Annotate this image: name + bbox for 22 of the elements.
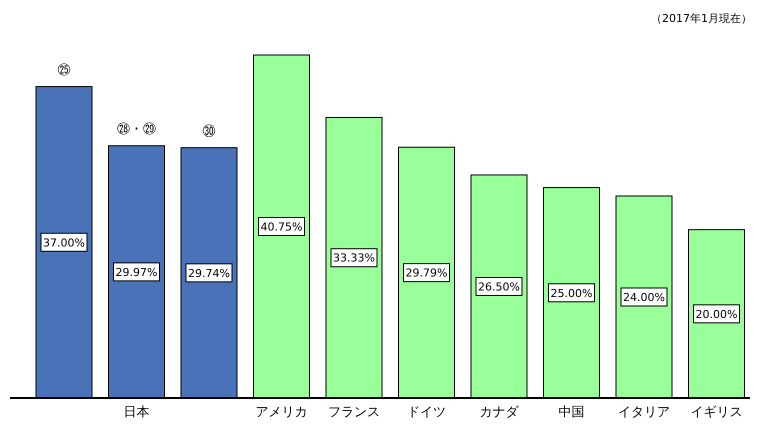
annotation: ㉘・㉙ (117, 122, 156, 138)
x-tick-label: 日本 (124, 405, 150, 420)
x-tick-label: イタリア (618, 405, 670, 420)
data-label: 29.74% (188, 266, 230, 280)
data-label: 20.00% (696, 308, 738, 321)
data-label: 40.75% (260, 220, 302, 234)
data-label: 25.00% (550, 286, 592, 300)
x-tick-label: イギリス (690, 405, 742, 420)
data-label: 24.00% (623, 290, 665, 304)
x-tick-label: アメリカ (256, 405, 308, 420)
x-tick-label: ドイツ (407, 405, 446, 420)
data-label: 33.33% (333, 252, 375, 265)
text: （2017年1月現在） (651, 12, 752, 25)
data-label: 26.50% (478, 280, 520, 294)
x-tick-label: カナダ (480, 405, 520, 420)
data-label: 29.97% (116, 266, 158, 279)
data-label: 29.79% (406, 266, 448, 280)
x-tick-label: 中国 (558, 405, 584, 420)
annotation: ㉕ (58, 64, 70, 79)
annotation: ㉚ (202, 124, 216, 140)
data-label: 37.00% (43, 236, 85, 250)
x-tick-label: フランス (328, 405, 380, 420)
